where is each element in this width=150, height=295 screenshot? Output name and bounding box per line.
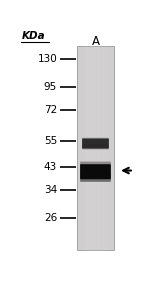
FancyBboxPatch shape (80, 162, 111, 171)
Bar (90, 46, 92, 250)
Bar (108, 46, 109, 250)
Text: 55: 55 (44, 136, 57, 145)
Text: 95: 95 (44, 81, 57, 91)
Bar (79, 46, 81, 250)
Text: 34: 34 (44, 185, 57, 195)
Bar (95, 46, 97, 250)
Bar (113, 46, 114, 250)
Bar (83, 46, 84, 250)
Bar (105, 46, 107, 250)
Bar (98, 46, 99, 250)
Text: KDa: KDa (22, 31, 46, 41)
Bar (97, 46, 98, 250)
Bar (88, 46, 89, 250)
FancyBboxPatch shape (82, 144, 109, 149)
Bar (87, 46, 88, 250)
Text: 43: 43 (44, 162, 57, 172)
Bar (89, 46, 90, 250)
Text: 72: 72 (44, 105, 57, 115)
Bar (99, 46, 100, 250)
FancyBboxPatch shape (82, 139, 109, 148)
Bar (112, 46, 113, 250)
Bar (81, 46, 82, 250)
FancyBboxPatch shape (82, 138, 109, 143)
Bar (77, 46, 78, 250)
Bar (107, 46, 108, 250)
Bar (93, 46, 94, 250)
Bar (109, 46, 110, 250)
Bar (94, 46, 96, 250)
FancyBboxPatch shape (80, 164, 111, 179)
Bar (78, 46, 79, 250)
Text: A: A (92, 35, 99, 47)
Bar (92, 46, 93, 250)
FancyBboxPatch shape (80, 172, 111, 182)
Text: 26: 26 (44, 213, 57, 223)
Bar (103, 46, 104, 250)
Bar (84, 46, 86, 250)
Text: 130: 130 (37, 54, 57, 64)
Bar (100, 46, 102, 250)
Bar (77, 46, 114, 250)
Bar (82, 46, 83, 250)
Bar (104, 46, 105, 250)
Bar (110, 46, 112, 250)
Bar (102, 46, 103, 250)
Bar (85, 46, 87, 250)
